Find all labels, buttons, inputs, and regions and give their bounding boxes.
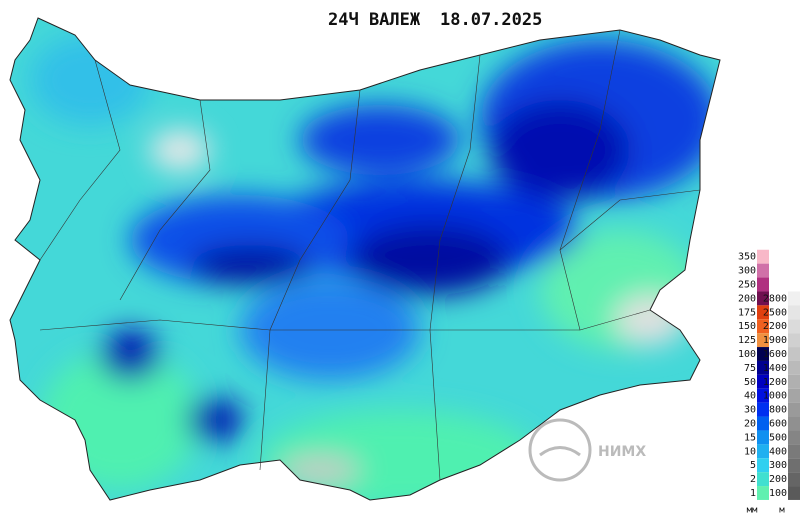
precip-swatch	[757, 319, 769, 334]
elevation-swatch	[788, 402, 800, 417]
precip-label: 125	[738, 335, 756, 346]
elevation-swatch	[788, 319, 800, 334]
logo-ring	[528, 418, 592, 482]
precip-label: 2	[750, 474, 756, 485]
elevation-label: 1400	[763, 363, 787, 374]
precip-label: 30	[744, 405, 756, 416]
precip-label: 75	[744, 363, 756, 374]
elevation-label: 100	[769, 488, 787, 499]
elevation-label: 2500	[763, 307, 787, 318]
precip-swatch	[757, 486, 769, 500]
elevation-swatch	[788, 416, 800, 431]
elevation-swatch	[788, 305, 800, 320]
elevation-label: 1200	[763, 377, 787, 388]
elevation-swatch	[788, 388, 800, 403]
elevation-label: 600	[769, 419, 787, 430]
precip-swatch	[757, 263, 769, 278]
precip-label: 150	[738, 321, 756, 332]
precip-label: 250	[738, 280, 756, 291]
precip-swatch	[757, 305, 769, 320]
precip-label: 10	[744, 446, 756, 457]
elevation-swatch	[788, 374, 800, 389]
elevation-label: 800	[769, 405, 787, 416]
precip-label: 350	[738, 252, 756, 263]
precip-swatch	[757, 333, 769, 348]
map-date: 18.07.2025	[440, 10, 542, 30]
precip-swatch	[757, 374, 769, 389]
precip-swatch	[757, 472, 769, 487]
elevation-label: 400	[769, 446, 787, 457]
elevation-swatch	[788, 333, 800, 348]
logo-text: НИМХ	[598, 444, 646, 460]
elevation-label: 2200	[763, 321, 787, 332]
elevation-swatch	[788, 444, 800, 459]
precip-swatch	[757, 444, 769, 459]
precip-label: 100	[738, 349, 756, 360]
precip-swatch	[757, 277, 769, 292]
elevation-swatch	[788, 430, 800, 445]
elevation-swatch	[788, 360, 800, 375]
elevation-label: 2800	[763, 293, 787, 304]
precip-swatch	[757, 249, 769, 264]
elevation-label: 300	[769, 460, 787, 471]
precip-swatch	[757, 291, 769, 306]
elevation-swatch	[788, 486, 800, 500]
elevation-swatch	[788, 472, 800, 487]
precip-label: 300	[738, 266, 756, 277]
logo-wave	[539, 446, 581, 457]
precip-label: 40	[744, 391, 756, 402]
precip-field	[10, 18, 720, 500]
precip-swatch	[757, 458, 769, 473]
elevation-swatch	[788, 458, 800, 473]
precip-label: 20	[744, 419, 756, 430]
elevation-label: 200	[769, 474, 787, 485]
precip-unit: мм	[747, 506, 758, 516]
elevation-label: 1900	[763, 335, 787, 346]
precip-swatch	[757, 360, 769, 375]
precip-swatch	[757, 416, 769, 431]
elevation-unit: м	[779, 506, 785, 516]
elevation-label: 1000	[763, 391, 787, 402]
district-borders	[39, 29, 701, 481]
precip-swatch	[757, 402, 769, 417]
precip-label: 1	[750, 488, 756, 499]
precip-swatch	[757, 388, 769, 403]
precip-label: 5	[750, 460, 756, 471]
precip-swatch	[757, 347, 769, 361]
precip-label: 50	[744, 377, 756, 388]
logo: НИМХ	[528, 418, 646, 482]
precip-swatch	[757, 430, 769, 445]
precip-label: 15	[744, 432, 756, 443]
elevation-swatch	[788, 291, 800, 306]
elevation-swatch	[788, 347, 800, 361]
elevation-label: 1600	[763, 349, 787, 360]
elevation-label: 500	[769, 432, 787, 443]
precip-label: 200	[738, 293, 756, 304]
legend: 350 300 250 200 175 150 125 100 75 50 40 30 20 15 10 5 2…	[738, 249, 800, 516]
precip-label: 175	[738, 307, 756, 318]
map-title: 24Ч ВАЛЕЖ	[328, 10, 421, 30]
